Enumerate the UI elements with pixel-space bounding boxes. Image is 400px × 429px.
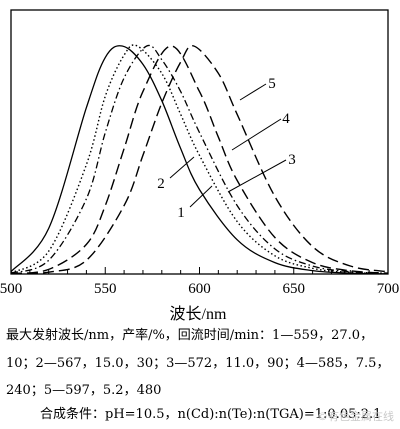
curve-label-5: 5 [268,76,276,92]
x-tick-label: 550 [94,281,117,297]
curve-label-4: 4 [282,111,290,127]
curve-labels: 12 3 4 5 [157,76,296,221]
caption-line-4: 合成条件：pH=10.5，n(Cd):n(Te):n(TGA)=1:0.05:2… [40,407,382,422]
series-group [10,44,389,275]
leader-line-2 [169,156,195,179]
series-line-3 [10,44,389,274]
leader-line-4 [231,118,282,151]
series-line-2 [10,44,389,275]
curve-label-2: 2 [157,176,165,192]
series-line-1 [10,45,389,275]
caption-line-2: 10；2—567，15.0，30；3—572，11.0，90；4—585，7.5… [6,356,390,371]
x-axis-label: 波长/nm [170,305,227,323]
curve-label-1: 1 [177,205,185,221]
x-tick-label: 600 [188,281,211,297]
leader-line-1 [189,185,213,208]
series-line-5 [10,45,389,275]
caption-line-3: 240；5—597，5.2，480 [6,383,162,398]
x-tick-label: 500 [0,281,22,297]
x-tick-label: 650 [283,281,306,297]
leader-line-5 [239,83,267,101]
series-line-4 [10,45,389,275]
caption-line-1: 最大发射波长/nm，产率/%，回流时间/min：1—559，27.0， [6,328,374,343]
plot-axes: 500 550 600 650 700 [0,9,400,297]
curve-label-3: 3 [288,152,296,168]
leader-line-3 [227,159,287,193]
x-tick-label: 700 [377,281,400,297]
watermark: ©有色金属在线 [317,410,394,423]
